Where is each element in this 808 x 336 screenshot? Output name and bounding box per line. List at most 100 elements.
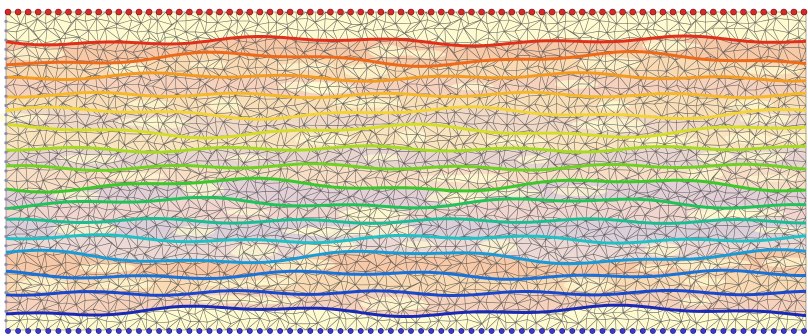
left-boundary-node — [4, 309, 8, 313]
top-boundary-node — [518, 8, 526, 16]
contour-line-level-12 — [5, 233, 807, 245]
top-boundary-node — [498, 8, 506, 16]
left-boundary-node — [4, 244, 8, 248]
bottom-boundary-node — [146, 328, 152, 334]
bottom-boundary-node — [619, 328, 626, 334]
bottom-boundary-node — [297, 328, 304, 334]
bottom-boundary-node — [559, 328, 566, 334]
bottom-boundary-node — [337, 328, 344, 334]
contour-line-level-13 — [5, 248, 807, 266]
bottom-boundary-node — [639, 328, 646, 334]
band-blotch — [225, 208, 270, 216]
bottom-boundary-node — [498, 328, 505, 334]
band-blotch — [671, 260, 723, 270]
top-boundary-node — [740, 8, 747, 16]
top-boundary-node — [347, 8, 354, 16]
bottom-boundary-node — [670, 328, 676, 334]
bottom-boundary-node — [125, 328, 132, 334]
contour-line-level-6 — [5, 122, 807, 140]
left-boundary-node — [4, 169, 8, 173]
top-boundary-node — [609, 8, 616, 16]
top-boundary-node — [276, 8, 284, 16]
top-boundary-node — [679, 8, 687, 16]
top-boundary-node — [286, 8, 294, 16]
left-boundary-node — [4, 188, 8, 192]
bottom-boundary-node — [650, 328, 656, 334]
bottom-boundary-node — [740, 328, 747, 334]
bottom-boundary-node — [398, 328, 404, 334]
top-boundary-node — [508, 8, 516, 16]
top-boundary-node — [760, 8, 768, 16]
band-blotch — [739, 113, 792, 125]
top-boundary-node — [14, 8, 22, 16]
top-boundary-node — [437, 8, 445, 16]
bottom-boundary-node — [186, 328, 193, 334]
bottom-boundary-node — [387, 328, 394, 334]
contour-line-level-5 — [5, 105, 807, 121]
top-boundary-node — [4, 8, 12, 16]
top-boundary-node — [306, 8, 314, 16]
contour-line-level-10 — [5, 195, 807, 210]
top-boundary-node — [619, 8, 626, 16]
bottom-boundary-node — [5, 328, 11, 334]
top-boundary-node — [458, 8, 465, 16]
top-boundary-node — [115, 8, 123, 16]
left-boundary-node — [4, 281, 8, 285]
band-blotch — [742, 66, 801, 75]
bottom-boundary-node — [549, 328, 555, 334]
top-boundary-node — [236, 8, 243, 16]
top-boundary-node — [427, 8, 435, 16]
top-boundary-node — [176, 8, 183, 16]
top-boundary-node — [206, 8, 213, 16]
left-boundary-node — [4, 291, 8, 295]
contour-line-level-1 — [5, 34, 807, 48]
bottom-boundary-node — [156, 328, 162, 334]
bottom-boundary-node — [105, 328, 112, 334]
left-boundary-node — [4, 319, 8, 323]
top-boundary-node — [800, 8, 808, 16]
bottom-boundary-node — [35, 328, 42, 334]
bottom-boundary-node — [95, 328, 102, 334]
top-boundary-node — [155, 8, 163, 16]
left-boundary-node — [4, 132, 8, 136]
top-boundary-node — [599, 8, 606, 16]
left-boundary-node — [4, 38, 8, 42]
band-blotch — [484, 188, 544, 197]
top-boundary-node — [65, 8, 72, 16]
top-boundary-node — [589, 8, 596, 16]
bottom-boundary-node — [750, 328, 757, 334]
bottom-boundary-node — [45, 328, 52, 334]
top-boundary-node — [256, 8, 264, 16]
top-boundary-node — [407, 8, 415, 16]
bottom-boundary-node — [65, 328, 72, 334]
contour-line-level-2 — [5, 50, 807, 68]
contour-line-level-16 — [5, 303, 807, 318]
bottom-boundary-node — [377, 328, 384, 334]
band-blotch — [59, 154, 120, 164]
bottom-boundary-node — [700, 328, 707, 334]
bottom-boundary-node — [478, 328, 485, 334]
bottom-boundary-node — [347, 328, 354, 334]
bottom-boundary-node — [357, 328, 364, 334]
band-blotch — [360, 296, 426, 311]
bottom-boundary-node — [166, 328, 173, 334]
bottom-boundary-node — [780, 328, 787, 334]
top-boundary-node — [699, 8, 707, 16]
color-band — [6, 197, 806, 224]
top-boundary-node — [327, 8, 334, 16]
bottom-boundary-node — [690, 328, 697, 334]
top-boundary-node — [730, 8, 737, 16]
top-boundary-node — [639, 8, 647, 16]
bottom-boundary-node — [569, 328, 576, 334]
bottom-boundary-node — [307, 328, 314, 334]
left-boundary-node — [4, 253, 8, 257]
left-boundary-node — [4, 85, 8, 89]
left-boundary-node — [4, 122, 8, 126]
bottom-boundary-node — [256, 328, 263, 334]
band-blotch — [230, 244, 278, 259]
bottom-boundary-node — [55, 328, 62, 334]
bottom-boundary-node — [629, 328, 636, 334]
bottom-boundary-node — [75, 328, 82, 334]
bottom-boundary-node — [226, 328, 233, 334]
